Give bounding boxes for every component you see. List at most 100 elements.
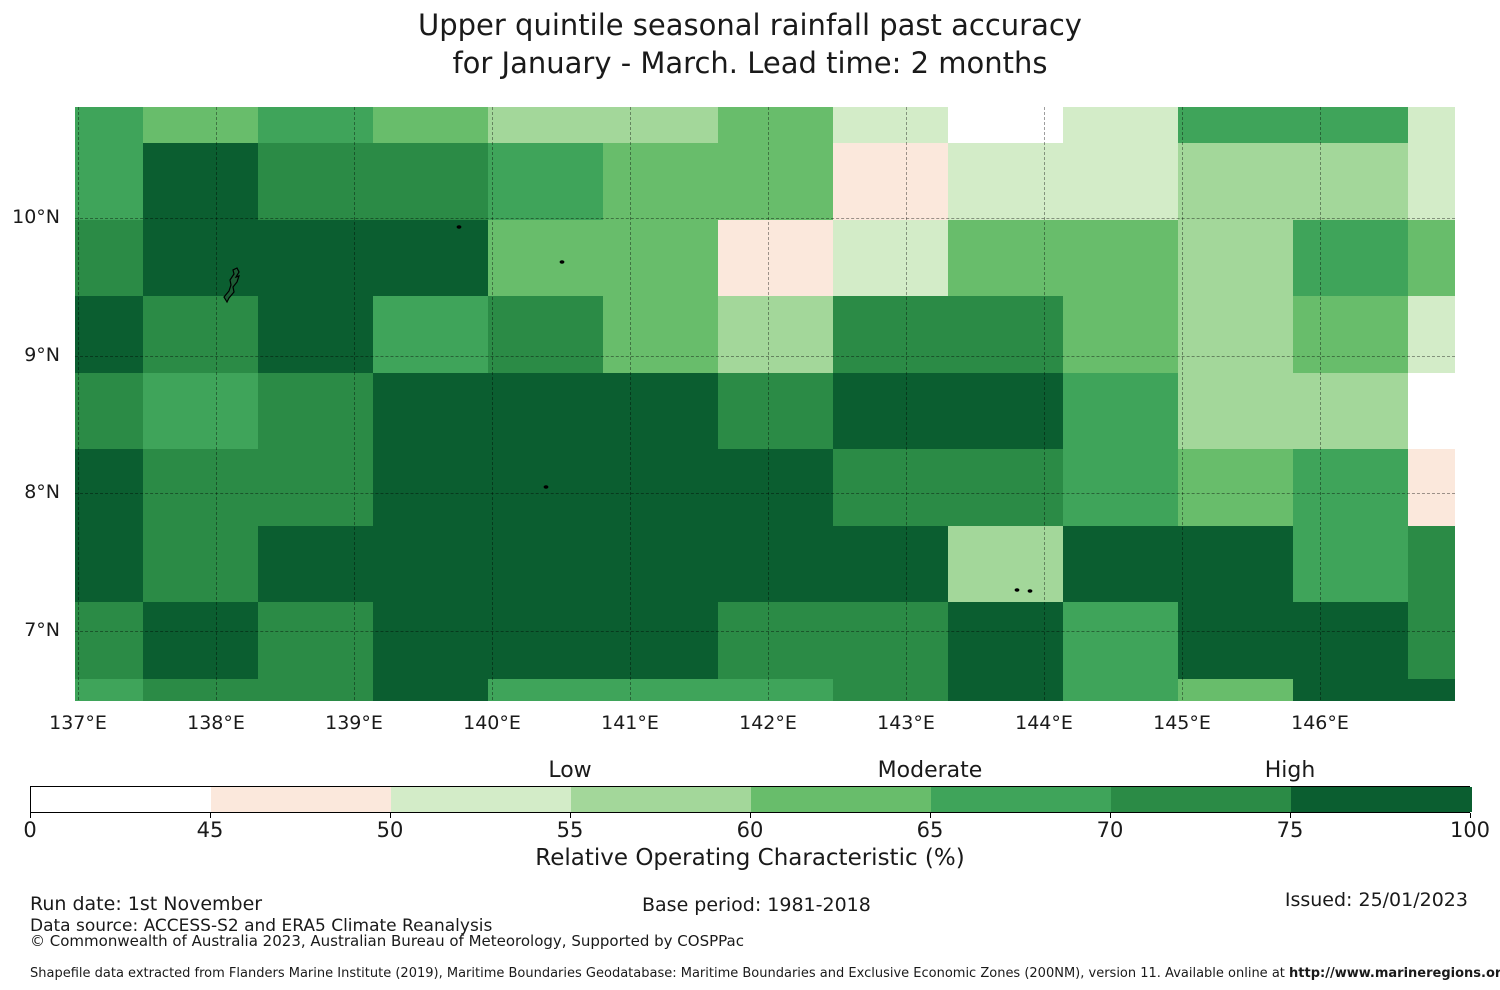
heatmap-cell [1063, 296, 1178, 373]
colorbar [30, 786, 1472, 813]
heatmap-cell [833, 143, 948, 220]
heatmap-cell [718, 525, 833, 602]
heatmap-cell [948, 107, 1063, 143]
colorbar-tick [930, 813, 931, 818]
heatmap-cell [258, 525, 373, 602]
heatmap-cell [488, 296, 603, 373]
heatmap-cell [75, 143, 143, 220]
heatmap-cell [1178, 107, 1293, 143]
heatmap-cell [718, 143, 833, 220]
heatmap-cell [1408, 296, 1455, 373]
heatmap-cell [833, 678, 948, 701]
heatmap-cell [143, 449, 258, 526]
colorbar-category-label-moderate: Moderate [877, 758, 983, 783]
x-tick-label: 140°E [463, 712, 521, 734]
colorbar-tick-label: 65 [916, 818, 944, 842]
heatmap-cell [833, 449, 948, 526]
heatmap-cell [373, 678, 488, 701]
heatmap-cell [1408, 449, 1455, 526]
heatmap-cell [1408, 107, 1455, 143]
heatmap-cell [833, 525, 948, 602]
heatmap-cell [833, 296, 948, 373]
heatmap-cell [488, 525, 603, 602]
meridian-gridline [216, 107, 217, 700]
heatmap-cell [1293, 602, 1408, 679]
parallel-gridline [75, 493, 1455, 494]
meridian-gridline [768, 107, 769, 700]
x-tick-label: 138°E [187, 712, 245, 734]
heatmap-cell [258, 219, 373, 296]
heatmap-cell [373, 449, 488, 526]
heatmap-cell [1293, 296, 1408, 373]
heatmap-cell [1408, 678, 1455, 701]
colorbar-category-label-low: Low [548, 758, 592, 783]
colorbar-tick-label: 60 [736, 818, 764, 842]
x-tick-label: 143°E [877, 712, 935, 734]
colorbar-segment-70-75 [1111, 787, 1292, 812]
colorbar-segment-45-50 [211, 787, 392, 812]
heatmap-cell [1063, 678, 1178, 701]
colorbar-category-label-high: High [1264, 758, 1316, 783]
heatmap-cell [258, 449, 373, 526]
colorbar-tick-label: 0 [23, 818, 37, 842]
heatmap-cell [718, 372, 833, 449]
meridian-gridline [906, 107, 907, 700]
x-tick-label: 144°E [1015, 712, 1073, 734]
heatmap-cell [833, 602, 948, 679]
heatmap-cell [1063, 219, 1178, 296]
colorbar-tick [30, 813, 31, 818]
chart-title: Upper quintile seasonal rainfall past ac… [0, 6, 1500, 82]
heatmap-cell [1063, 372, 1178, 449]
heatmap-cell [833, 107, 948, 143]
heatmap-cell [948, 525, 1063, 602]
heatmap-cell [488, 107, 603, 143]
data-source-label: Data source: ACCESS-S2 and ERA5 Climate … [30, 916, 493, 936]
x-tick-label: 139°E [325, 712, 383, 734]
heatmap-cell [1293, 678, 1408, 701]
heatmap-cell [75, 107, 143, 143]
y-tick-label: 10°N [12, 206, 60, 228]
colorbar-tick-label: 100 [1449, 818, 1491, 842]
heatmap-cell [143, 296, 258, 373]
colorbar-segment-50-55 [391, 787, 572, 812]
heatmap-cell [603, 143, 718, 220]
heatmap-cell [603, 107, 718, 143]
heatmap-cell [373, 143, 488, 220]
heatmap-cell [948, 372, 1063, 449]
colorbar-tick [750, 813, 751, 818]
heatmap-cell [603, 525, 718, 602]
meridian-gridline [492, 107, 493, 700]
run-date-label: Run date: 1st November [30, 893, 263, 915]
heatmap-cell [1178, 449, 1293, 526]
heatmap-cell [75, 525, 143, 602]
colorbar-tick-label: 45 [196, 818, 224, 842]
heatmap-cell [258, 602, 373, 679]
heatmap-cell [948, 219, 1063, 296]
colorbar-tick [390, 813, 391, 818]
heatmap-cell [488, 143, 603, 220]
chart-title-line1: Upper quintile seasonal rainfall past ac… [418, 8, 1082, 42]
heatmap-cell [143, 525, 258, 602]
heatmap-cell [488, 372, 603, 449]
heatmap-cell [143, 143, 258, 220]
heatmap-cell [75, 372, 143, 449]
lamotrek-atoll-mark [1014, 578, 1020, 597]
parallel-gridline [75, 218, 1455, 219]
chart-title-line2: for January - March. Lead time: 2 months [452, 46, 1048, 80]
heatmap-cell [1293, 372, 1408, 449]
x-tick-label: 141°E [601, 712, 659, 734]
heatmap-cell [1408, 525, 1455, 602]
heatmap-cell [258, 296, 373, 373]
heatmap-cell [1063, 449, 1178, 526]
heatmap-cell [1293, 143, 1408, 220]
heatmap-cell [948, 602, 1063, 679]
heatmap-cell [1293, 449, 1408, 526]
heatmap-cell [75, 219, 143, 296]
x-tick-label: 142°E [739, 712, 797, 734]
heatmap-cell [603, 296, 718, 373]
meridian-gridline [78, 107, 79, 700]
heatmap-cell [75, 296, 143, 373]
heatmap-cell [143, 602, 258, 679]
heatmap-cell [718, 449, 833, 526]
heatmap-cell [833, 219, 948, 296]
